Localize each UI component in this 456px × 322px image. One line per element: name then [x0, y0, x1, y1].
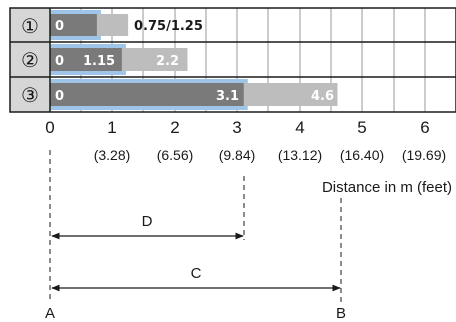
row-3-start-label: 0 [55, 89, 64, 104]
dimension-d-label: D [142, 213, 153, 230]
axis-tick-4: 4 [295, 118, 304, 137]
dimension-c-label: C [191, 265, 202, 282]
axis-label: Distance in m (feet) [322, 179, 452, 196]
row-2-end-label: 2.2 [156, 54, 179, 69]
axis-tick-6: 6 [420, 118, 429, 137]
point-b-label: B [336, 305, 346, 322]
axis-feet-1: (3.28) [94, 147, 131, 163]
row-1-range-bar [50, 14, 97, 36]
table-frame [9, 7, 456, 113]
axis-feet-2: (6.56) [157, 147, 194, 163]
row-3-end-label: 4.6 [311, 89, 334, 104]
row-3-marker: ③ [21, 83, 39, 107]
axis-tick-0: 0 [45, 118, 54, 137]
row-1-marker: ① [21, 14, 39, 38]
axis-feet-3: (9.84) [219, 147, 256, 163]
row-2-marker: ② [21, 48, 39, 72]
row-3-range-bar [50, 83, 244, 106]
axis-tick-3: 3 [232, 118, 241, 137]
point-a-label: A [45, 305, 55, 322]
axis-tick-5: 5 [357, 118, 366, 137]
axis-feet-6: (19.69) [402, 147, 446, 163]
row-3-mid-label: 3.1 [216, 89, 239, 104]
row-1-start-label: 0 [55, 19, 64, 34]
axis-tick-1: 1 [107, 118, 116, 137]
row-2-mid-label: 1.15 [83, 54, 115, 69]
row-2-range-bar [50, 48, 122, 71]
axis-feet-5: (16.40) [340, 147, 384, 163]
marker-column [10, 8, 50, 112]
axis-feet-4: (13.12) [278, 147, 322, 163]
axis-tick-2: 2 [170, 118, 179, 137]
row-2-start-label: 0 [55, 54, 64, 69]
row-1-values-label: 0.75/1.25 [134, 19, 203, 34]
